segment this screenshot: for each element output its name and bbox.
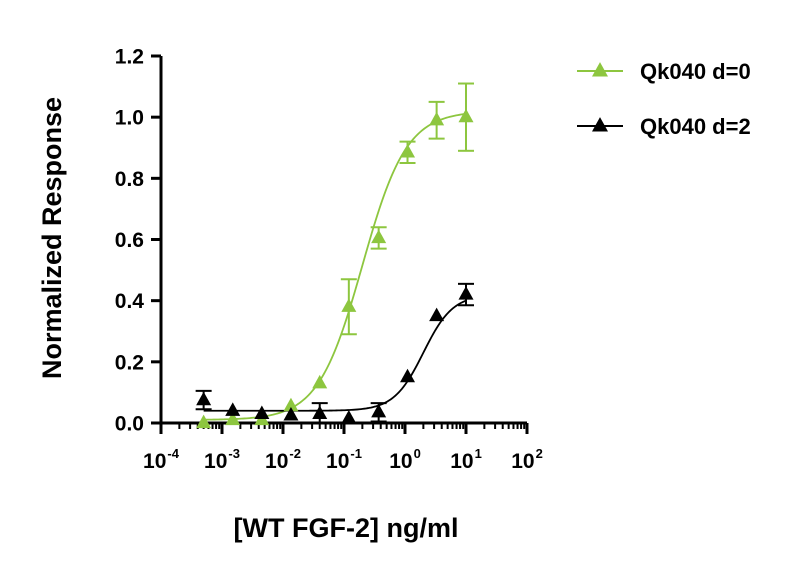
data-point-series-1 [341,410,357,424]
data-point-series-0 [429,111,445,126]
data-point-series-1 [400,368,416,383]
x-tick-label: 100 [389,446,421,473]
data-point-series-1 [196,391,212,406]
y-tick-label: 0.2 [115,351,144,374]
data-point-series-0 [458,108,474,123]
data-point-series-1 [429,307,445,322]
legend-label-1: Qk040 d=2 [640,114,751,139]
data-point-series-1 [225,402,241,416]
legend-label-0: Qk040 d=0 [640,59,751,84]
fit-curves [203,112,467,421]
x-tick-label: 101 [450,446,482,473]
x-tick-label: 10-2 [265,446,301,473]
fit-curve-series-0 [203,112,467,421]
legend-marker-1 [592,117,608,132]
data-point-series-0 [283,397,299,412]
x-ticks: 10-4 10-3 10-2 10-1 100 101 102 [143,423,543,473]
y-tick-label: 1.0 [115,107,144,130]
data-point-series-1 [371,403,387,418]
y-axis-title: Normalized Response [37,97,67,379]
axes: 0.00.20.40.60.81.01.2 10-4 10-3 10-2 10-1 10… [115,46,543,474]
data-point-series-0 [341,298,357,312]
y-ticks: 0.0 0.2 0.4 0.6 0.8 1.0 1.2 [115,46,161,436]
x-tick-label: 10-3 [204,446,240,473]
fit-curve-series-1 [203,299,467,412]
data-point-series-1 [458,286,474,300]
data-point-series-1 [283,406,299,421]
y-tick-label: 1.2 [115,46,144,69]
legend-marker-0 [592,62,608,77]
x-tick-label: 10-1 [326,446,362,473]
data-point-series-0 [400,143,416,158]
data-point-series-1 [254,405,270,419]
data-point-series-0 [312,374,328,389]
data-point-series-0 [371,229,387,244]
data-point-series-0 [196,414,212,429]
y-tick-label: 0.0 [115,413,144,436]
y-tick-label: 0.4 [115,290,145,313]
data-points [195,82,474,429]
x-tick-label: 10-4 [143,446,180,473]
data-point-series-0 [225,411,241,426]
y-tick-label: 0.6 [115,229,144,252]
x-tick-label: 102 [511,446,543,473]
x-axis-title: [WT FGF-2] ng/ml [234,513,459,543]
y-tick-label: 0.8 [115,168,145,191]
legend: Qk040 d=0 Qk040 d=2 [577,59,751,139]
data-point-series-1 [312,405,328,419]
